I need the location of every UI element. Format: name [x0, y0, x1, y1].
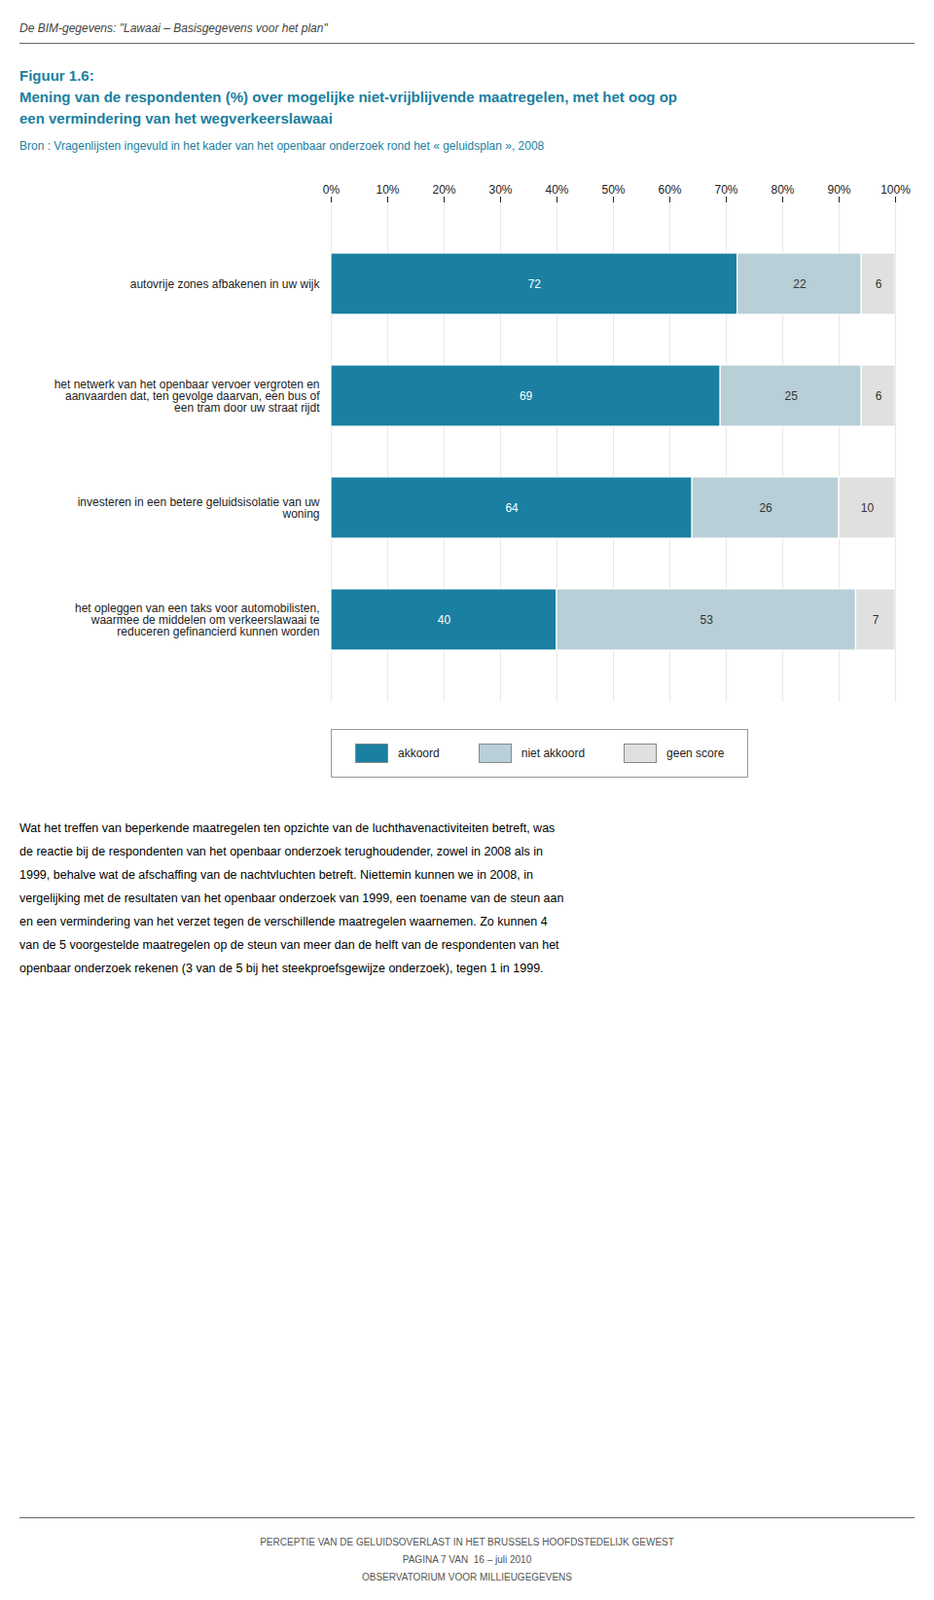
svg-text:40: 40 [437, 612, 452, 627]
svg-text:69: 69 [519, 389, 534, 403]
html-text:PERCEPTIE VAN DE GELUIDSOVERLA: PERCEPTIE VAN DE GELUIDSOVERLAST IN HET … [259, 1536, 675, 1547]
html-text:OBSERVATORIUM VOOR MILLIEUGEGE: OBSERVATORIUM VOOR MILLIEUGEGEVENS [361, 1571, 573, 1582]
html-text:niet akkoord: niet akkoord [521, 746, 585, 760]
svg-text:het opleggen van een taks voor: het opleggen van een taks voor automobil… [74, 601, 321, 639]
svg-text:60%: 60% [657, 182, 682, 197]
svg-text:0%: 0% [323, 182, 341, 197]
html-text:een vermindering van het wegve: een vermindering van het wegverkeerslawa… [19, 109, 333, 127]
svg-text:40%: 40% [544, 182, 569, 197]
svg-text:autovrije zones afbakenen in u: autovrije zones afbakenen in uw wijk [130, 277, 322, 291]
svg-text:72: 72 [528, 277, 542, 291]
svg-text:53: 53 [700, 612, 715, 627]
html-text:Figuur 1.6:: Figuur 1.6: [19, 67, 95, 84]
html-text:Mening van de respondenten (%): Mening van de respondenten (%) over moge… [19, 88, 678, 106]
svg-text:64: 64 [504, 501, 519, 515]
svg-text:26: 26 [758, 501, 773, 515]
svg-text:80%: 80% [770, 182, 794, 197]
html-text:geen score: geen score [666, 746, 725, 760]
svg-text:6: 6 [875, 277, 883, 291]
svg-text:10%: 10% [375, 182, 399, 197]
html-text:de reactie bij de respondenten: de reactie bij de respondenten van het o… [19, 844, 543, 859]
svg-text:100%: 100% [880, 182, 911, 197]
html-text:openbaar onderzoek rekenen (3: openbaar onderzoek rekenen (3 van de 5 b… [19, 961, 544, 975]
svg-text:25: 25 [785, 389, 799, 403]
html-text:De BIM-gegevens: "Lawaai – Bas: De BIM-gegevens: "Lawaai – Basisgegevens… [19, 21, 328, 36]
svg-text:het netwerk van het openbaar v: het netwerk van het openbaar vervoer ver… [54, 377, 322, 415]
svg-text:investeren in een betere gelui: investeren in een betere geluidsisolatie… [77, 495, 321, 521]
html-text:Bron : Vragenlijsten ingevuld: Bron : Vragenlijsten ingevuld in het kad… [19, 139, 545, 153]
svg-text:6: 6 [875, 389, 883, 403]
html-text:akkoord: akkoord [397, 746, 440, 760]
html-text:vergelijking met de resultaten: vergelijking met de resultaten van het o… [19, 891, 564, 905]
html-text:en een vermindering van het ve: en een vermindering van het verzet tegen… [19, 914, 548, 929]
html-text:1999, behalve wat de afschaffi: 1999, behalve wat de afschaffing van de … [19, 867, 534, 882]
svg-text:7: 7 [872, 612, 880, 627]
html-text:Wat het treffen van beperkende: Wat het treffen van beperkende maatregel… [19, 821, 555, 835]
html-text:van de 5 voorgestelde maatrege: van de 5 voorgestelde maatregelen op de … [19, 937, 560, 952]
svg-text:22: 22 [792, 277, 807, 291]
svg-text:10: 10 [861, 501, 875, 515]
svg-text:90%: 90% [826, 182, 851, 197]
svg-text:50%: 50% [601, 182, 625, 197]
svg-text:20%: 20% [431, 182, 456, 197]
svg-text:30%: 30% [488, 182, 512, 197]
html-text:PAGINA 7 VAN 16 – juli 2010: PAGINA 7 VAN 16 – juli 2010 [402, 1553, 532, 1565]
svg-text:70%: 70% [714, 182, 738, 197]
